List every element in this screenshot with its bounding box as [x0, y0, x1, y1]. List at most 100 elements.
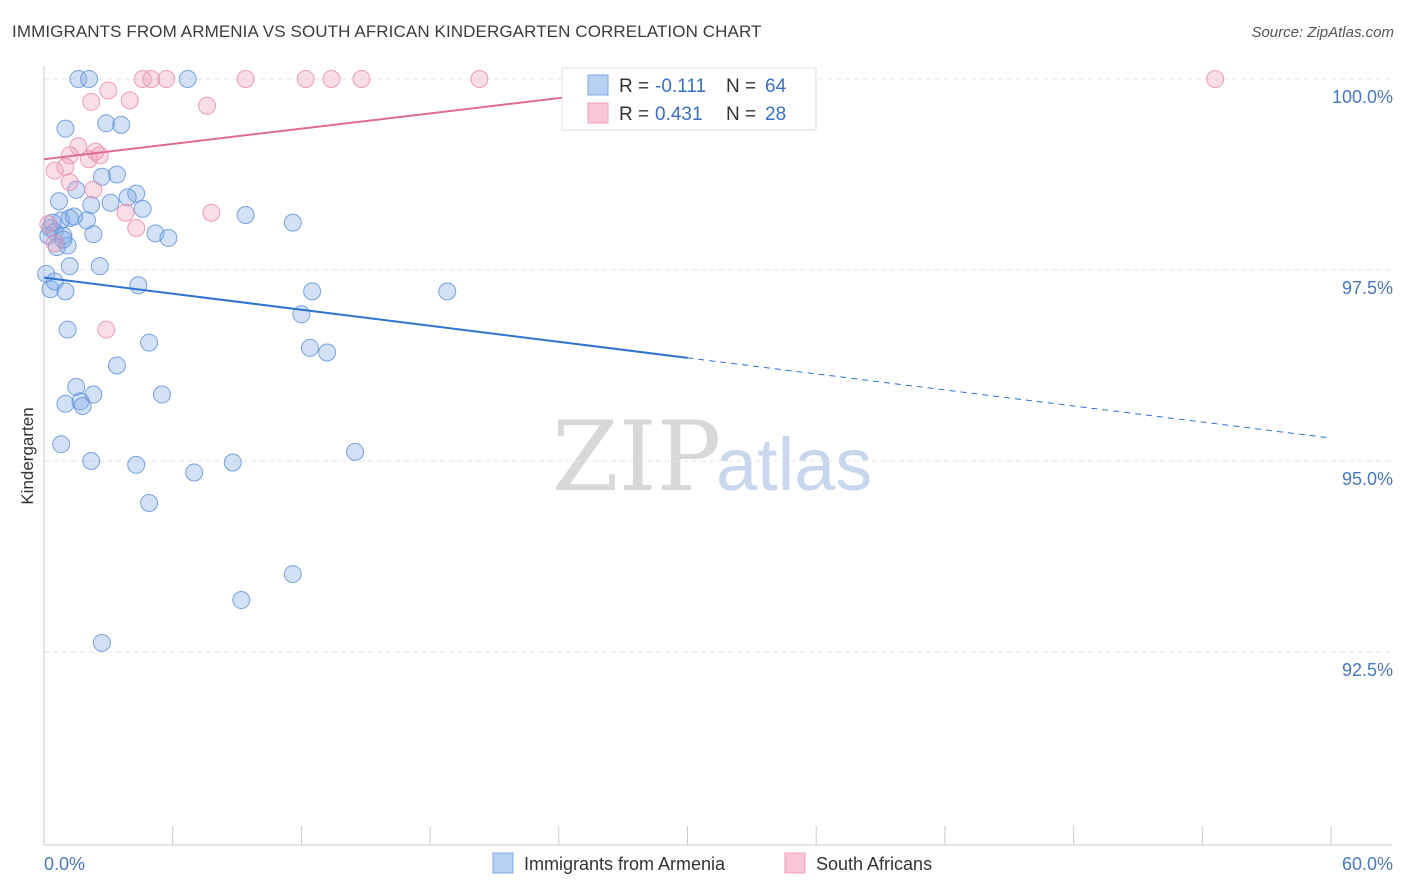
point-armenia-8 — [92, 167, 111, 186]
point-south-africans-23 — [202, 203, 221, 222]
point-armenia-2 — [178, 70, 197, 88]
trend-line-armenia — [43, 276, 688, 359]
point-armenia-11 — [50, 192, 69, 211]
point-south-africans-7 — [470, 70, 489, 88]
point-armenia-4 — [56, 119, 75, 138]
legend-n-value-south-africans: 28 — [765, 104, 786, 125]
point-armenia-35 — [129, 276, 148, 295]
trend-line-armenia-projection — [687, 357, 1332, 439]
point-armenia-5 — [97, 114, 116, 133]
axes — [43, 66, 1392, 846]
point-armenia-53 — [127, 455, 146, 474]
point-south-africans-11 — [120, 91, 139, 110]
watermark-atlas: atlas — [716, 423, 872, 506]
point-armenia-55 — [185, 463, 204, 482]
point-armenia-37 — [438, 282, 457, 301]
legend-swatch-south-africans — [587, 102, 609, 124]
y-tick-label-1: 97.5% — [1342, 278, 1393, 298]
legend-swatch-armenia — [587, 74, 609, 96]
point-armenia-50 — [346, 442, 365, 461]
point-armenia-62 — [101, 193, 120, 212]
bottom-legend-label-armenia: Immigrants from Armenia — [524, 854, 726, 874]
point-armenia-52 — [82, 452, 101, 470]
point-south-africans-24 — [127, 218, 146, 237]
legend-n-value-armenia: 64 — [765, 76, 787, 97]
point-armenia-22 — [84, 225, 103, 244]
legend-r-value-south-africans: 0.431 — [655, 104, 703, 125]
point-armenia-51 — [52, 435, 71, 454]
point-armenia-44 — [67, 377, 86, 396]
point-south-africans-10 — [82, 92, 101, 111]
point-armenia-42 — [318, 343, 337, 362]
point-south-africans-26 — [45, 234, 64, 253]
point-armenia-6 — [112, 115, 131, 134]
point-armenia-24 — [159, 228, 178, 247]
point-south-africans-8 — [1206, 70, 1225, 88]
point-armenia-63 — [54, 230, 73, 249]
point-armenia-57 — [283, 565, 302, 584]
gridlines — [44, 78, 1392, 653]
point-armenia-13 — [118, 188, 137, 207]
y-tick-label-0: 100.0% — [1332, 87, 1393, 107]
point-south-africans-27 — [97, 320, 116, 339]
x-tick-label-1: 60.0% — [1342, 854, 1393, 874]
point-armenia-12 — [82, 196, 101, 215]
y-tick-label-2: 95.0% — [1342, 469, 1393, 489]
point-armenia-58 — [232, 591, 251, 610]
point-south-africans-1 — [142, 70, 161, 88]
data-points — [37, 70, 1225, 652]
point-armenia-47 — [71, 392, 90, 411]
bottom-legend-swatch-south-africans — [784, 852, 806, 874]
point-south-africans-20 — [60, 173, 79, 192]
point-armenia-30 — [90, 257, 109, 276]
point-south-africans-2 — [157, 70, 176, 88]
point-armenia-59 — [92, 633, 111, 652]
legend-r-label-south-africans: R = — [619, 104, 649, 125]
point-armenia-40 — [140, 333, 159, 352]
point-armenia-48 — [73, 396, 92, 415]
bottom-legend-swatch-armenia — [492, 852, 514, 874]
point-south-africans-3 — [236, 70, 255, 88]
legend-n-label-south-africans: N = — [726, 104, 756, 125]
y-tick-label-3: 92.5% — [1342, 660, 1393, 680]
point-south-africans-25 — [39, 215, 58, 234]
point-armenia-61 — [65, 207, 84, 226]
point-armenia-7 — [107, 165, 126, 184]
point-armenia-39 — [58, 320, 77, 339]
point-south-africans-18 — [45, 161, 64, 180]
legend-n-label-armenia: N = — [726, 76, 756, 97]
watermark-zip: ZIP — [552, 401, 721, 513]
source-label: Source: ZipAtlas.com — [1251, 24, 1394, 41]
point-armenia-43 — [107, 356, 126, 375]
x-tick-labels: 0.0% 60.0% — [44, 854, 1393, 874]
bottom-legend-label-south-africans: South Africans — [816, 854, 932, 874]
point-south-africans-17 — [90, 146, 109, 165]
point-armenia-56 — [140, 494, 159, 513]
legend: R = -0.111 N = 64 R = 0.431 N = 28 — [561, 67, 817, 131]
y-axis-title: Kindergarten — [18, 407, 37, 504]
point-south-africans-22 — [116, 203, 135, 222]
point-armenia-14 — [133, 199, 152, 218]
bottom-legend: Immigrants from Armenia South Africans — [492, 852, 932, 874]
point-armenia-29 — [60, 257, 79, 276]
point-armenia-0 — [69, 70, 88, 88]
point-armenia-36 — [303, 282, 322, 301]
point-armenia-54 — [223, 453, 242, 472]
point-south-africans-5 — [322, 70, 341, 88]
point-south-africans-12 — [198, 96, 217, 115]
watermark: ZIP atlas — [552, 401, 872, 513]
point-south-africans-6 — [352, 70, 371, 88]
point-armenia-49 — [152, 385, 171, 404]
legend-r-label-armenia: R = — [619, 76, 649, 97]
point-armenia-34 — [56, 282, 75, 301]
point-south-africans-19 — [56, 157, 75, 176]
chart-title: IMMIGRANTS FROM ARMENIA VS SOUTH AFRICAN… — [12, 22, 762, 41]
point-armenia-1 — [80, 70, 99, 88]
y-tick-labels: 100.0% 97.5% 95.0% 92.5% — [1332, 87, 1393, 680]
point-armenia-10 — [127, 184, 146, 203]
legend-r-value-armenia: -0.111 — [655, 76, 706, 97]
point-armenia-41 — [300, 338, 319, 357]
point-south-africans-4 — [296, 70, 315, 88]
x-tick-label-0: 0.0% — [44, 854, 85, 874]
